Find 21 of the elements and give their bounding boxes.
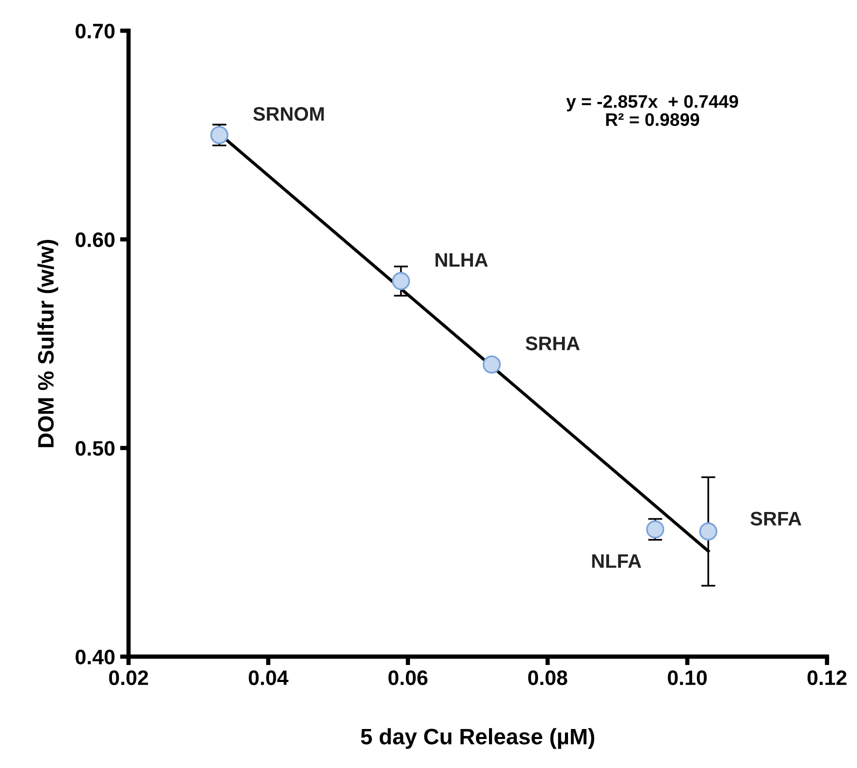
point — [699, 522, 718, 541]
point — [482, 355, 501, 374]
y-tick-label: 0.40 — [76, 650, 115, 664]
x-tick-label: 0.04 — [248, 670, 288, 686]
x-tick-label: 0.06 — [388, 670, 428, 686]
annotation: SRHA — [526, 336, 580, 350]
x-tick-label: 0.10 — [668, 670, 707, 686]
y-tick-label: 0.70 — [76, 24, 115, 38]
annotation: NLFA — [592, 554, 642, 568]
x-tick-label: 0.02 — [109, 670, 148, 686]
y-tick-label: 0.50 — [76, 441, 115, 456]
annotation: NLHA — [436, 253, 488, 267]
x-tick-label: 0.08 — [528, 670, 568, 686]
x-axis-title: 5 day Cu Release (µM) — [360, 728, 594, 749]
x-tick-label: 0.12 — [808, 670, 846, 686]
point — [392, 272, 410, 290]
y-axis-title: DOM % Sulfur (w/w) — [37, 240, 58, 448]
y-tick-label: 0.60 — [76, 232, 115, 248]
annotation: SRNOM — [253, 107, 324, 121]
annotation: SRFA — [750, 512, 802, 526]
annotation: y = -2.857x + 0.7449 R² = 0.9899 — [566, 95, 738, 126]
